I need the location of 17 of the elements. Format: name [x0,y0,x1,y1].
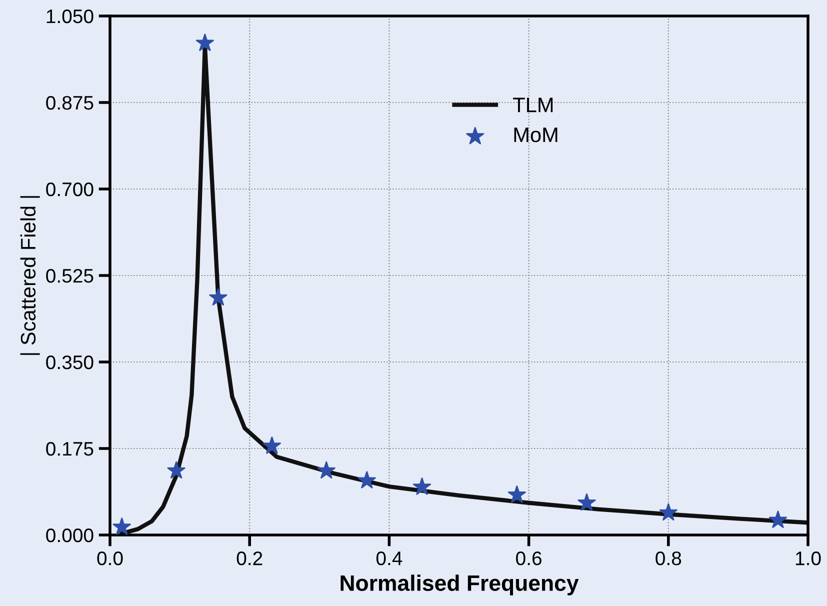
y-tick-label: 0.875 [46,96,94,110]
x-tick-label: 0.4 [376,551,402,566]
x-tick-label: 0.0 [97,551,123,566]
x-axis-title: Normalised Frequency [340,574,579,596]
y-tick-label: 0.350 [46,355,94,370]
y-tick-label: 0.175 [46,442,94,456]
legend-label: TLM [513,98,553,112]
x-tick-label: 0.2 [236,551,262,566]
legend-label: MoM [514,128,558,142]
x-tick-label: 0.8 [656,551,682,566]
y-tick-label: 0.700 [46,182,94,196]
y-tick-label: 0.000 [46,528,94,542]
x-tick-label: 1.0 [796,551,821,566]
y-tick-label: 0.525 [46,268,94,283]
y-axis-title: | Scattered Field | [20,196,40,355]
x-tick-label: 0.6 [516,551,542,566]
y-tick-label: 1.050 [46,9,94,24]
